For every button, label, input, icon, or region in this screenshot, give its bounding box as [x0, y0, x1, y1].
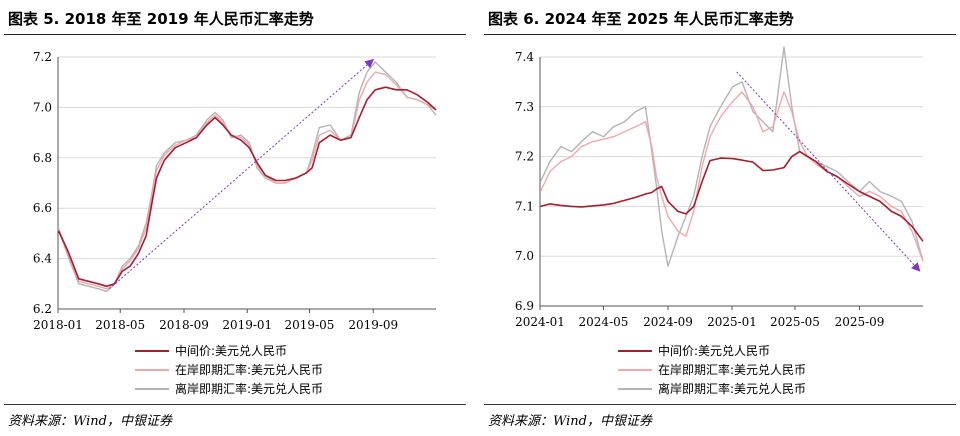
- legend-item-onshore: 在岸即期汇率:美元兑人民币: [618, 360, 806, 379]
- x-tick-label: 2018-05: [95, 318, 145, 332]
- title-rule: [4, 34, 466, 35]
- y-tick-label: 6.8: [33, 151, 52, 165]
- x-tick-label: 2024-05: [579, 315, 629, 329]
- y-tick-label: 7.0: [515, 249, 534, 263]
- y-tick-label: 6.2: [33, 302, 52, 316]
- x-tick-label: 2018-09: [159, 318, 209, 332]
- chart-legend: 中间价:美元兑人民币 在岸即期汇率:美元兑人民币 离岸即期汇率:美元兑人民币: [135, 341, 323, 398]
- y-tick-label: 7.2: [33, 50, 52, 64]
- x-tick-label: 2024-09: [643, 315, 693, 329]
- legend-label-offshore: 离岸即期汇率:美元兑人民币: [175, 382, 324, 396]
- legend-swatch-central: [135, 349, 169, 352]
- source-note: 资料来源：Wind，中银证券: [8, 414, 172, 429]
- x-tick-label: 2024-01: [515, 315, 565, 329]
- legend-item-onshore: 在岸即期汇率:美元兑人民币: [135, 360, 323, 379]
- series-line-central: [540, 150, 924, 242]
- legend-swatch-offshore: [618, 387, 652, 390]
- source-rule: [484, 404, 956, 405]
- figure-title: 图表 6. 2024 年至 2025 年人民币汇率走势: [488, 10, 794, 28]
- y-tick-label: 7.0: [33, 100, 52, 114]
- chart-legend: 中间价:美元兑人民币 在岸即期汇率:美元兑人民币 离岸即期汇率:美元兑人民币: [618, 341, 806, 398]
- trend-arrow: [736, 71, 921, 272]
- source-note: 资料来源：Wind，中银证券: [488, 414, 652, 429]
- legend-item-central: 中间价:美元兑人民币: [618, 341, 806, 360]
- legend-label-central: 中间价:美元兑人民币: [658, 344, 771, 358]
- series-line-onshore: [539, 91, 924, 262]
- legend-swatch-offshore: [135, 387, 169, 390]
- legend-swatch-onshore: [135, 368, 169, 371]
- legend-label-offshore: 离岸即期汇率:美元兑人民币: [658, 382, 807, 396]
- figure-6: 图表 6. 2024 年至 2025 年人民币汇率走势 6.9 7.0 7.1 7.2…: [480, 0, 960, 436]
- series-line-onshore: [57, 71, 437, 290]
- y-tick-label: 7.3: [515, 100, 534, 114]
- x-tick-label: 2018-01: [33, 318, 83, 332]
- legend-swatch-onshore: [618, 368, 652, 371]
- x-tick-label: 2025-05: [770, 315, 820, 329]
- y-tick-label: 6.9: [515, 299, 534, 313]
- y-tick-label: 7.2: [515, 150, 534, 164]
- figure-5: 图表 5. 2018 年至 2019 年人民币汇率走势 6.2 6.4 6.6 6.8…: [0, 0, 470, 436]
- legend-swatch-central: [618, 349, 652, 352]
- x-tick-label: 2025-09: [835, 315, 885, 329]
- legend-item-offshore: 离岸即期汇率:美元兑人民币: [135, 379, 323, 398]
- legend-item-offshore: 离岸即期汇率:美元兑人民币: [618, 379, 806, 398]
- legend-label-onshore: 在岸即期汇率:美元兑人民币: [175, 363, 324, 377]
- legend-item-central: 中间价:美元兑人民币: [135, 341, 323, 360]
- x-tick-label: 2019-05: [285, 318, 335, 332]
- y-tick-label: 7.4: [515, 50, 534, 64]
- y-tick-label: 6.4: [33, 252, 52, 266]
- x-tick-label: 2019-01: [222, 318, 272, 332]
- chart-2024-2025: 6.9 7.0 7.1 7.2 7.3 7.4 2024-01 2024-05 2024-09 2…: [515, 46, 924, 329]
- source-rule: [4, 404, 466, 405]
- chart-2018-2019: 6.2 6.4 6.6 6.8 7.0 7.2 2018-01 2018-05 2018-09 2…: [33, 50, 437, 332]
- y-tick-label: 6.6: [33, 201, 52, 215]
- legend-label-central: 中间价:美元兑人民币: [175, 344, 288, 358]
- y-tick-label: 7.1: [515, 199, 534, 213]
- trend-arrow: [109, 58, 374, 290]
- legend-label-onshore: 在岸即期汇率:美元兑人民币: [658, 363, 807, 377]
- figure-title: 图表 5. 2018 年至 2019 年人民币汇率走势: [8, 10, 314, 28]
- x-tick-label: 2019-09: [348, 318, 398, 332]
- series-line-offshore: [539, 46, 924, 267]
- x-tick-label: 2025-01: [707, 315, 757, 329]
- title-rule: [484, 34, 956, 35]
- series-line-offshore: [57, 61, 437, 293]
- series-line-central: [57, 86, 437, 288]
